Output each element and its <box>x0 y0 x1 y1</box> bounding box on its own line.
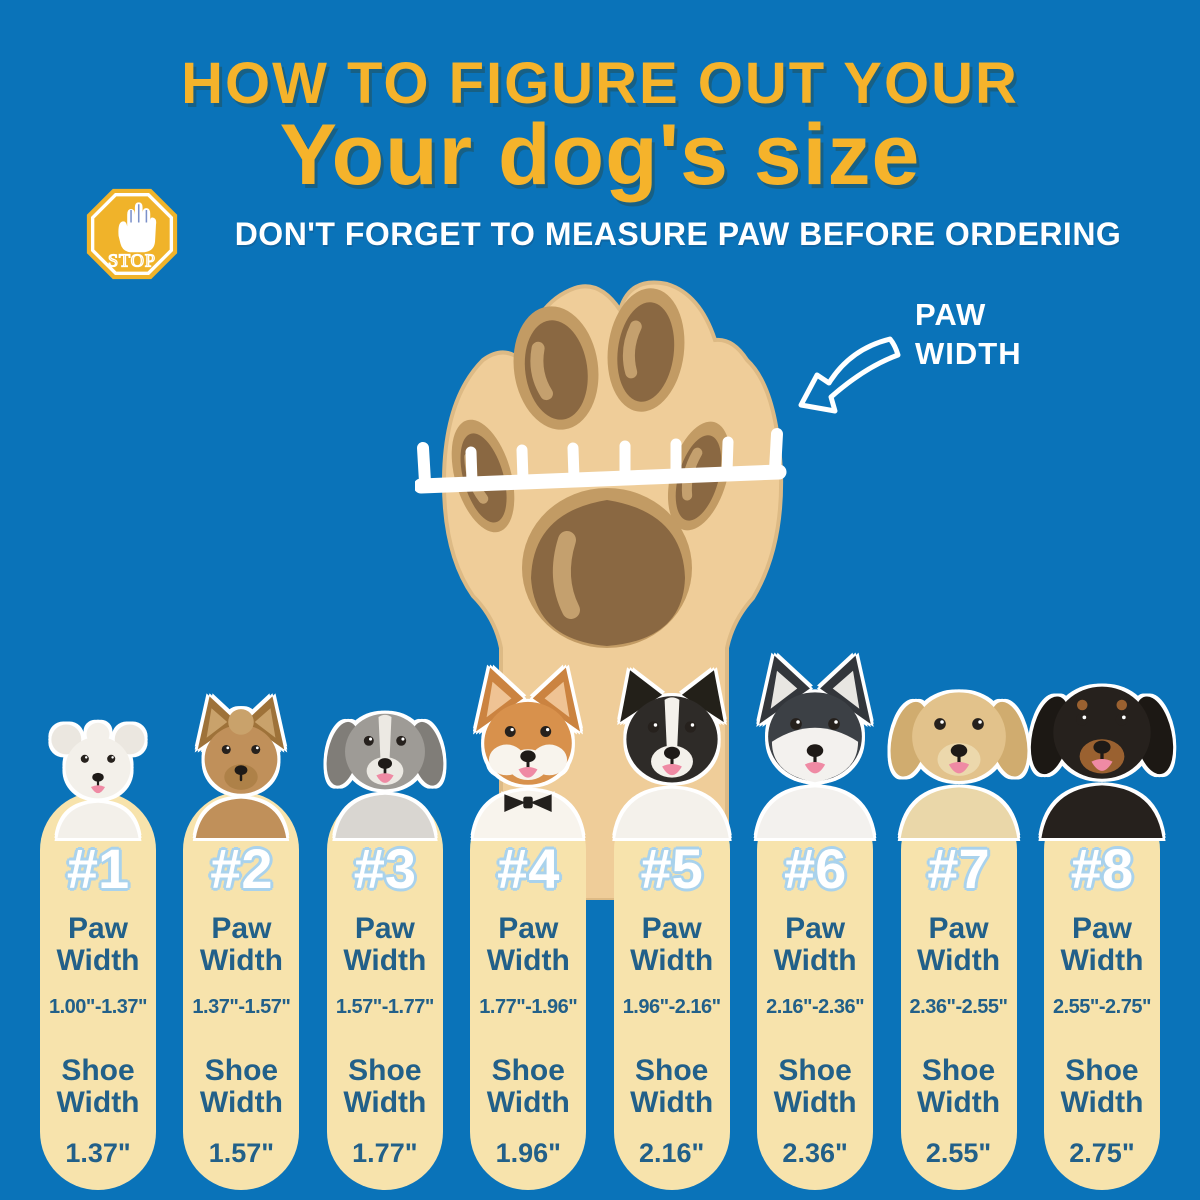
paw-width-value: 2.55"-2.75" <box>1052 996 1151 1018</box>
size-column-1: #1 Paw Width 1.00"-1.37" Shoe Width 1.37… <box>40 722 156 1190</box>
shoe-width-label: Shoe Width <box>773 1054 857 1119</box>
paw-width-value: 2.36"-2.55" <box>909 996 1008 1018</box>
shoe-width-value: 1.57" <box>208 1138 275 1168</box>
size-number: #2 <box>210 837 273 900</box>
shoe-width-label: Shoe Width <box>1060 1054 1144 1119</box>
paw-width-label: Paw Width <box>773 912 857 977</box>
paw-width-value: 2.16"-2.36" <box>766 996 865 1018</box>
dog-photo-bichon-frise <box>45 706 151 838</box>
size-number: #4 <box>497 837 560 900</box>
size-chart: #1 Paw Width 1.00"-1.37" Shoe Width 1.37… <box>0 655 1200 1190</box>
stop-label: STOP <box>108 251 156 271</box>
shoe-width-value: 1.37" <box>65 1138 131 1168</box>
hand-icon <box>118 202 157 253</box>
size-number: #5 <box>640 837 703 900</box>
shoe-width-value: 2.36" <box>782 1138 848 1168</box>
shoe-width-value: 2.75" <box>1069 1138 1135 1168</box>
size-pill-4: #4 Paw Width 1.77"-1.96" Shoe Width 1.96… <box>470 792 587 1190</box>
dog-photo-rottweiler <box>1023 640 1181 838</box>
paw-width-callout-line2: WIDTH <box>915 335 1022 371</box>
size-number: #1 <box>66 837 130 900</box>
size-column-7: #7 Paw Width 2.36"-2.55" Shoe Width 2.55… <box>890 692 1027 1190</box>
page-title-line2: Your dog's size <box>279 107 921 203</box>
size-number: #3 <box>353 837 416 900</box>
paw-width-value: 1.37"-1.57" <box>192 996 291 1018</box>
size-number: #8 <box>1070 837 1134 900</box>
paw-width-label: Paw Width <box>486 912 570 977</box>
size-pill-2: #2 Paw Width 1.37"-1.57" Shoe Width 1.57… <box>183 792 300 1190</box>
dog-photo-siberian-husky <box>739 648 891 838</box>
paw-width-value: 1.00"-1.37" <box>49 996 147 1018</box>
paw-width-label: Paw Width <box>343 912 427 977</box>
paw-width-value: 1.96"-2.16" <box>622 996 721 1018</box>
measuring-ruler <box>415 428 787 494</box>
warning-text: DON'T FORGET TO MEASURE PAW BEFORE ORDER… <box>234 215 1122 252</box>
page-title-line1: HOW TO FIGURE OUT YOUR <box>181 51 1019 116</box>
paw-width-label: Paw Width <box>1060 912 1144 977</box>
size-number: #6 <box>783 837 847 900</box>
stop-sign-icon: STOP <box>86 188 178 280</box>
size-column-8: #8 Paw Width 2.55"-2.75" Shoe Width 2.75… <box>1030 686 1174 1190</box>
paw-width-label: Paw Width <box>630 912 714 977</box>
paw-width-label: Paw Width <box>56 912 140 977</box>
dog-photo-yorkshire-terrier <box>182 690 300 838</box>
shoe-width-value: 2.55" <box>925 1138 992 1168</box>
dog-photo-golden-retriever <box>883 648 1035 838</box>
size-pill-6: #6 Paw Width 2.16"-2.36" Shoe Width 2.36… <box>757 792 874 1190</box>
paw-width-label: Paw Width <box>199 912 283 977</box>
size-column-6: #6 Paw Width 2.16"-2.36" Shoe Width 2.36… <box>756 655 874 1190</box>
size-pill-5: #5 Paw Width 1.96"-2.16" Shoe Width 2.16… <box>613 792 730 1190</box>
dog-photo-border-collie <box>598 653 746 838</box>
shoe-width-label: Shoe Width <box>199 1054 283 1119</box>
size-column-3: #3 Paw Width 1.57"-1.77" Shoe Width 1.77… <box>326 713 444 1190</box>
shoe-width-value: 2.16" <box>639 1138 705 1168</box>
shoe-width-label: Shoe Width <box>486 1054 570 1119</box>
size-number: #7 <box>927 837 990 900</box>
shoe-width-value: 1.77" <box>352 1138 418 1168</box>
shoe-width-label: Shoe Width <box>917 1054 1001 1119</box>
paw-width-label: Paw Width <box>917 912 1001 977</box>
shoe-width-label: Shoe Width <box>56 1054 140 1119</box>
size-pill-1: #1 Paw Width 1.00"-1.37" Shoe Width 1.37… <box>40 792 156 1190</box>
size-pill-7: #7 Paw Width 2.36"-2.55" Shoe Width 2.55… <box>900 792 1017 1190</box>
size-column-4: #4 Paw Width 1.77"-1.96" Shoe Width 1.96… <box>470 667 587 1190</box>
paw-width-callout: PAW WIDTH <box>915 296 1022 374</box>
dog-photo-shiba-inu <box>457 660 599 838</box>
paw-width-callout-line1: PAW <box>915 297 987 332</box>
paw-width-value: 1.57"-1.77" <box>335 996 434 1018</box>
paw-width-value: 1.77"-1.96" <box>479 996 578 1018</box>
size-pill-8: #8 Paw Width 2.55"-2.75" Shoe Width 2.75… <box>1043 792 1160 1190</box>
curved-arrow-icon <box>798 336 901 414</box>
shoe-width-value: 1.96" <box>495 1138 561 1168</box>
size-column-5: #5 Paw Width 1.96"-2.16" Shoe Width 2.16… <box>613 670 730 1190</box>
shoe-width-label: Shoe Width <box>343 1054 427 1119</box>
shoe-width-label: Shoe Width <box>630 1054 714 1119</box>
size-column-2: #2 Paw Width 1.37"-1.57" Shoe Width 1.57… <box>183 696 300 1190</box>
dog-photo-bearded-collie <box>320 676 450 838</box>
size-pill-3: #3 Paw Width 1.57"-1.77" Shoe Width 1.77… <box>326 792 443 1190</box>
